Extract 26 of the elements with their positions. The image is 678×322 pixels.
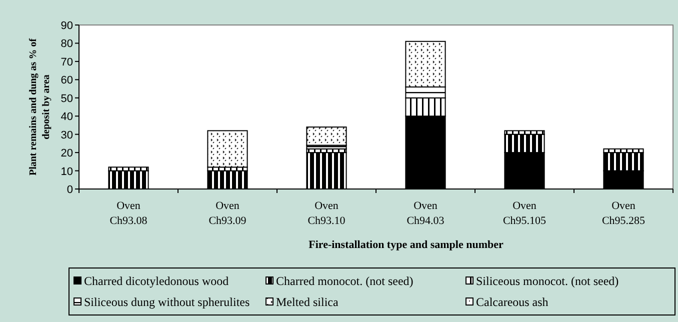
y-tick-label: 90 (60, 20, 73, 32)
legend-label: Charred monocot. (not seed) (276, 274, 414, 288)
bar (207, 130, 248, 168)
bar (306, 126, 347, 146)
x-tick-label: Oven Ch94.03 (406, 200, 445, 227)
legend-label: Charred dicotyledonous wood (84, 274, 229, 288)
x-tick-label: Oven Ch93.10 (308, 200, 346, 227)
legend-label: Calcareous ash (476, 295, 548, 309)
y-tick-label: 60 (60, 74, 73, 87)
legend-label: Melted silica (276, 295, 339, 309)
x-tick-label: Oven Ch95.285 (602, 200, 646, 227)
y-tick-label: 10 (60, 166, 73, 178)
x-tick-label: Oven Ch93.08 (110, 200, 148, 227)
y-tick-label: 70 (60, 56, 73, 68)
y-tick-label: 80 (60, 38, 73, 50)
y-tick-label: 40 (60, 111, 73, 124)
x-tick-label: Oven Ch93.09 (208, 200, 247, 227)
legend-label: Siliceous monocot. (not seed) (476, 274, 619, 288)
y-tick-label: 0 (66, 184, 73, 196)
y-tick-label: 50 (60, 92, 73, 105)
y-axis-title: Plant remains and dung as % of deposit by area (28, 38, 52, 176)
x-axis-title: Fire-installation type and sample number (308, 239, 504, 251)
y-tick-label: 20 (60, 148, 73, 160)
x-tick-label: Oven Ch95.105 (502, 200, 547, 227)
legend-label: Siliceous dung without spherulites (84, 295, 250, 309)
y-tick-label: 30 (60, 129, 73, 142)
